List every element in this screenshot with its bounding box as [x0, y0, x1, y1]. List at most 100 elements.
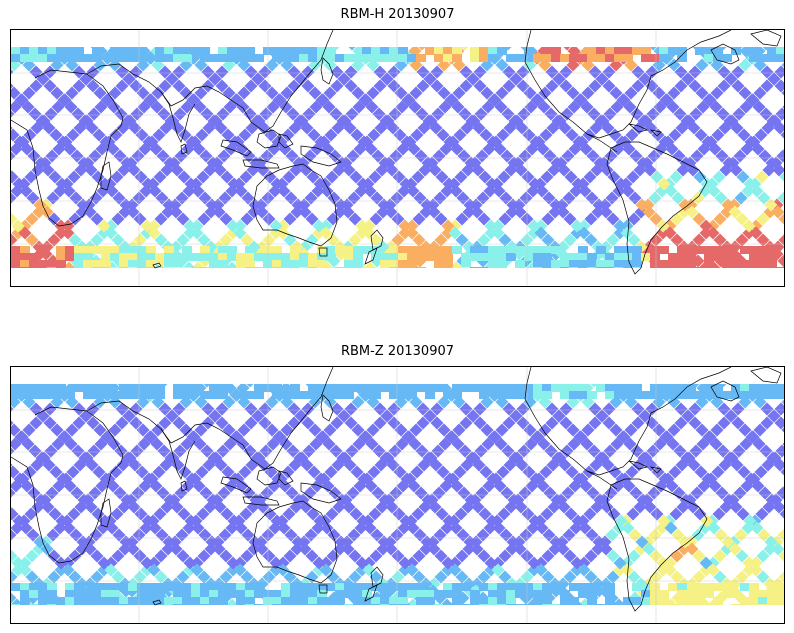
- swath-cell: [83, 260, 93, 268]
- swath-cell: [524, 604, 534, 605]
- swath-cell: [226, 556, 240, 570]
- swath-cell: [429, 121, 443, 135]
- swath-cell: [106, 479, 120, 493]
- swath-cell: [251, 72, 265, 86]
- swath-cell: [407, 583, 417, 591]
- swath-cell: [141, 514, 155, 528]
- swath-cell: [663, 606, 676, 619]
- swath-cell: [737, 465, 751, 479]
- swath-cell: [382, 368, 395, 381]
- swath-cell: [113, 486, 127, 500]
- swath-cell: [128, 597, 138, 605]
- swath-cell: [543, 486, 557, 500]
- swath-cell: [65, 47, 75, 55]
- swath-cell: [115, 79, 129, 93]
- swath-cell: [659, 93, 673, 107]
- swath-cell: [292, 493, 306, 507]
- swath-cell: [679, 493, 693, 507]
- swath-cell: [164, 604, 174, 605]
- swath-cell: [731, 416, 745, 430]
- swath-cell: [278, 479, 292, 493]
- swath-cell: [488, 583, 498, 591]
- swath-cell: [48, 507, 62, 521]
- swath-cell: [416, 253, 426, 261]
- swath-cell: [620, 219, 634, 233]
- swath-cell: [570, 563, 584, 577]
- swath-cell: [74, 47, 84, 55]
- swath-cell: [458, 444, 472, 458]
- swath-cell: [715, 149, 729, 163]
- swath-cell: [47, 384, 57, 392]
- swath-cell: [623, 384, 633, 392]
- swath-cell: [670, 233, 684, 247]
- swath-cell: [209, 604, 219, 605]
- swath-cell: [731, 79, 745, 93]
- swath-cell: [685, 205, 699, 219]
- swath-cell: [737, 128, 751, 142]
- swath-cell: [421, 156, 435, 170]
- swath-cell: [515, 260, 525, 268]
- swath-cell: [401, 93, 415, 107]
- swath-cell: [780, 131, 784, 139]
- swath-cell: [290, 604, 300, 605]
- swath-cell: [11, 521, 24, 535]
- swath-cell: [544, 107, 558, 121]
- swath-cell: [695, 597, 705, 605]
- swath-cell: [353, 253, 363, 261]
- swath-cell: [530, 430, 544, 444]
- swath-cell: [344, 391, 354, 399]
- swath-cell: [497, 384, 507, 392]
- swath-cell: [101, 253, 111, 261]
- swath-cell: [443, 246, 453, 254]
- swath-cell: [659, 54, 669, 62]
- swath-cell: [20, 260, 30, 268]
- swath-cell: [11, 507, 19, 521]
- swath-cell: [72, 416, 86, 430]
- swath-cell: [312, 563, 326, 577]
- swath-cell: [629, 149, 643, 163]
- swath-cell: [93, 423, 107, 437]
- swath-cell: [119, 597, 129, 605]
- swath-cell: [329, 107, 343, 121]
- coastline: [586, 133, 618, 153]
- swath-cell: [101, 590, 111, 598]
- swath-cell: [11, 465, 20, 479]
- swath-cell: [704, 590, 714, 598]
- swath-cell: [704, 267, 714, 268]
- swath-cell: [49, 128, 63, 142]
- swath-cell: [744, 472, 758, 486]
- swath-cell: [92, 47, 102, 55]
- swath-cell: [236, 100, 250, 114]
- swath-cell: [773, 121, 784, 135]
- swath-cell: [723, 114, 737, 128]
- swath-cell: [11, 233, 18, 247]
- coastline: [649, 129, 662, 137]
- coastline: [160, 428, 196, 480]
- swath-cell: [315, 93, 329, 107]
- swath-cell: [319, 556, 333, 570]
- swath-cell: [326, 253, 336, 261]
- swath-cell: [56, 47, 66, 55]
- swath-cell: [559, 416, 573, 430]
- swath-cell: [744, 135, 758, 149]
- swath-cell: [12, 514, 26, 528]
- swath-cell: [355, 226, 369, 240]
- swath-cell: [172, 65, 186, 79]
- swath-cell: [740, 391, 750, 399]
- swath-cell: [11, 128, 20, 142]
- swath-cell: [238, 465, 252, 479]
- swath-cell: [677, 590, 687, 598]
- swath-cell: [92, 267, 102, 268]
- swath-cell: [542, 597, 552, 605]
- swath-cell: [137, 47, 147, 55]
- swath-cell: [441, 556, 455, 570]
- swath-cell: [538, 86, 552, 100]
- swath-cell: [215, 416, 229, 430]
- swath-cell: [185, 269, 198, 282]
- swath-cell: [454, 170, 468, 184]
- swath-cell: [704, 253, 714, 261]
- swath-cell: [11, 126, 13, 130]
- swath-cell: [470, 47, 480, 55]
- swath-cell: [738, 86, 752, 100]
- swath-cell: [491, 563, 505, 577]
